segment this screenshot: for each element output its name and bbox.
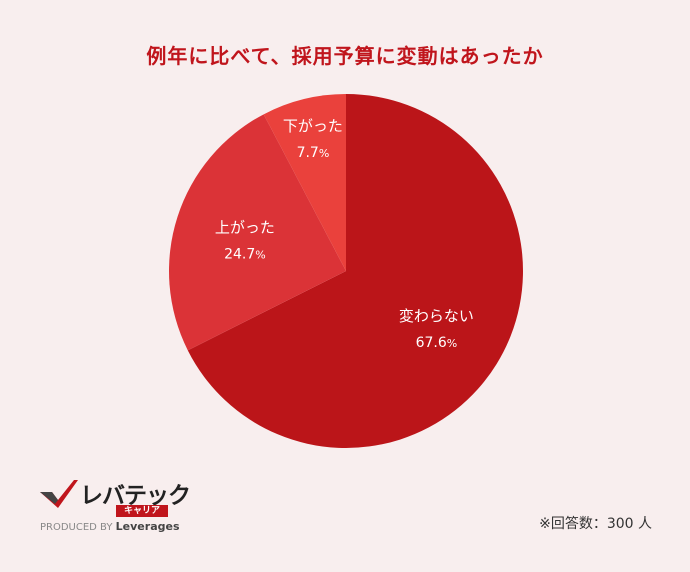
logo-subtitle: キャリア [116,505,169,517]
slice-value-1: 24.7% [224,246,266,262]
pie-slice-2 [263,94,346,271]
produced-by-label: PRODUCED BY [40,522,113,533]
produced-by: PRODUCED BY Leverages [40,520,180,533]
check-mark-icon [40,480,78,508]
response-count: ※回答数：300 人 [539,516,652,532]
pie-slice-0 [187,94,524,448]
pie-slice-1 [169,114,346,351]
logo-name: レバテック [80,483,191,509]
levtech-career-logo: レバテック キャリア PRODUCED BY Leverages [38,476,198,536]
slice-label-0: 変わらない [399,307,474,325]
slice-value-0: 67.6% [416,335,458,351]
brand-name: Leverages [115,520,180,533]
slice-label-2: 下がった [283,117,343,135]
chart-title: 例年に比べて、採用予算に変動はあったか [146,44,544,68]
slice-label-1: 上がった [215,218,275,236]
slice-value-2: 7.7% [297,145,330,161]
